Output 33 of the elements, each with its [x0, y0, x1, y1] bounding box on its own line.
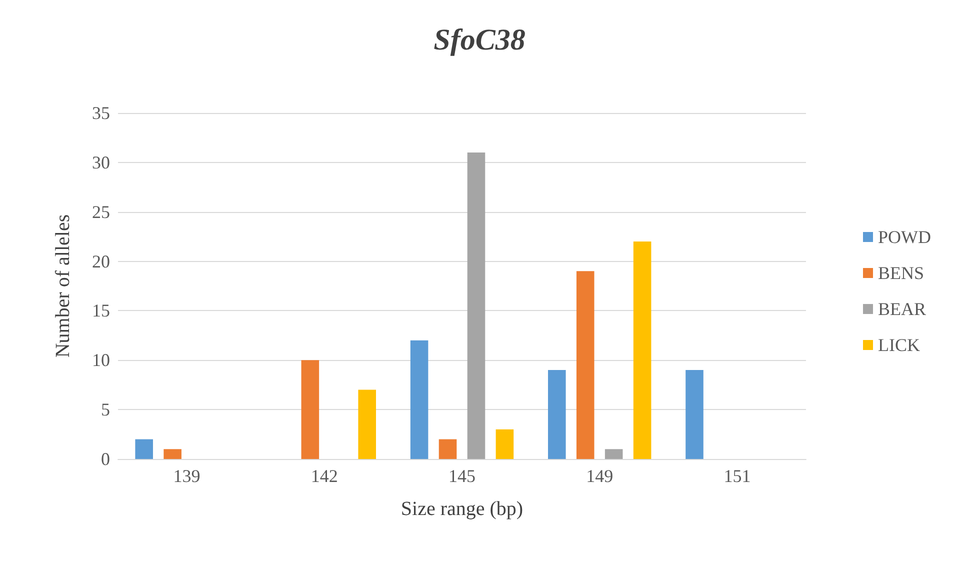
x-axis-title: Size range (bp)	[400, 498, 524, 520]
chart-title: SfoC38	[434, 24, 526, 56]
x-tick-label: 139	[173, 466, 200, 486]
y-tick-label: 25	[92, 202, 110, 222]
bar	[576, 271, 594, 459]
y-tick-label: 35	[92, 103, 110, 123]
bar	[467, 152, 486, 459]
bar	[604, 449, 623, 459]
bar	[686, 370, 704, 459]
legend-label: BENS	[878, 263, 924, 283]
y-tick-label: 20	[92, 251, 110, 272]
bar	[438, 439, 457, 459]
x-tick-label: 151	[724, 466, 751, 486]
y-tick-label: 30	[92, 152, 110, 172]
bar	[301, 360, 320, 459]
x-tick-label: 142	[310, 466, 338, 486]
bar	[633, 242, 652, 459]
y-tick-label: 0	[101, 449, 110, 469]
bar	[135, 439, 153, 459]
bar	[358, 390, 376, 459]
bar	[164, 449, 182, 459]
bar	[410, 340, 428, 459]
x-tick-label: 149	[586, 466, 614, 486]
y-tick-label: 5	[101, 400, 110, 420]
legend-label: POWD	[878, 227, 931, 247]
legend-label: BEAR	[878, 299, 926, 319]
bar	[548, 370, 566, 459]
x-tick-label: 145	[448, 466, 476, 486]
legend-label: LICK	[878, 335, 920, 355]
y-tick-label: 15	[92, 300, 110, 321]
y-axis-title: Number of alleles	[52, 214, 74, 358]
bar	[496, 429, 514, 459]
y-tick-label: 10	[92, 350, 110, 370]
